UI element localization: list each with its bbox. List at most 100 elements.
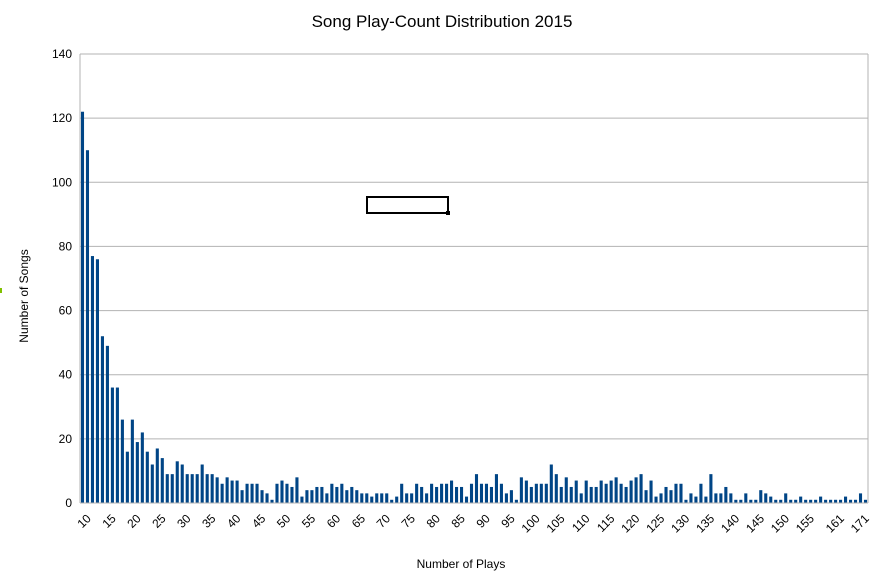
bar-157 (814, 499, 818, 503)
bar-124 (649, 480, 653, 503)
bar-14 (100, 336, 104, 503)
y-axis-label: Number of Songs (17, 249, 31, 342)
bar-97 (514, 499, 518, 503)
bar-38 (220, 483, 224, 503)
x-tick-label: 20 (124, 511, 144, 531)
bar-147 (764, 493, 768, 503)
bar-68 (370, 496, 374, 503)
bar-17 (115, 387, 119, 503)
bar-84 (450, 480, 454, 503)
bar-128 (669, 490, 673, 503)
bar-144 (749, 499, 753, 503)
bar-111 (584, 480, 588, 503)
x-tick-label: 130 (668, 511, 692, 535)
bar-20 (130, 419, 134, 503)
bar-33 (195, 474, 199, 503)
y-tick-label: 0 (65, 496, 72, 510)
bar-62 (340, 483, 344, 503)
bar-101 (534, 483, 538, 503)
bar-15 (105, 345, 109, 503)
x-tick-label: 85 (449, 511, 469, 531)
grid-lines (80, 53, 868, 504)
x-tick-label: 150 (768, 511, 792, 535)
bar-28 (170, 474, 174, 503)
bar-91 (484, 483, 489, 503)
bar-115 (604, 483, 608, 503)
bar-119 (624, 486, 628, 503)
bar-140 (729, 493, 733, 503)
y-tick-label: 20 (59, 432, 73, 446)
bar-78 (420, 486, 424, 503)
x-tick-label: 15 (99, 511, 119, 531)
bar-138 (719, 493, 723, 503)
bar-90 (479, 483, 484, 503)
bar-106 (559, 486, 563, 503)
bar-45 (255, 483, 259, 503)
bar-34 (200, 464, 204, 503)
empty-annotation-box[interactable] (366, 196, 449, 214)
bar-26 (160, 458, 164, 503)
y-tick-label: 100 (52, 175, 72, 189)
x-tick-label: 115 (594, 511, 618, 535)
bar-132 (689, 493, 693, 503)
bar-47 (265, 493, 269, 503)
bar-30 (180, 464, 184, 503)
x-tick-label: 155 (793, 511, 817, 535)
bar-60 (330, 483, 334, 503)
bar-163 (839, 499, 843, 503)
bar-16 (110, 387, 114, 503)
bar-51 (285, 483, 289, 503)
bar-94 (499, 483, 503, 503)
bar-series (80, 111, 868, 503)
bar-89 (474, 474, 479, 503)
bar-88 (469, 483, 474, 503)
bar-130 (679, 483, 683, 503)
bar-173 (863, 499, 868, 503)
y-tick-label: 120 (52, 111, 72, 125)
bar-167 (849, 499, 853, 503)
bar-103 (544, 483, 548, 503)
bar-117 (614, 477, 618, 503)
x-tick-label: 80 (424, 511, 444, 531)
bar-59 (325, 493, 329, 503)
bar-120 (629, 480, 633, 503)
bar-126 (659, 493, 663, 503)
bar-77 (415, 483, 419, 503)
bar-56 (310, 490, 314, 503)
bar-61 (335, 486, 339, 503)
bar-114 (599, 480, 603, 503)
bar-131 (684, 499, 688, 503)
bar-150 (779, 499, 783, 503)
y-tick-label: 60 (59, 304, 73, 318)
bar-58 (320, 486, 324, 503)
bar-151 (784, 493, 788, 503)
bar-79 (425, 493, 429, 503)
bar-99 (524, 480, 528, 503)
bar-160 (829, 499, 833, 503)
bar-141 (734, 499, 738, 503)
bar-39 (225, 477, 229, 503)
x-tick-label: 25 (149, 511, 169, 531)
bar-107 (564, 477, 568, 503)
bar-146 (759, 490, 763, 503)
y-tick-label: 40 (59, 368, 73, 382)
bar-134 (699, 483, 703, 503)
bar-12 (90, 256, 95, 503)
chart-title: Song Play-Count Distribution 2015 (312, 12, 573, 31)
bar-92 (489, 486, 493, 503)
bar-41 (235, 480, 239, 503)
left-edge-marker (0, 288, 2, 293)
bar-80 (430, 483, 434, 503)
bar-64 (350, 486, 354, 503)
annotation-box-handle[interactable] (446, 211, 450, 215)
bar-161 (834, 499, 838, 503)
x-tick-label: 70 (374, 511, 394, 531)
bar-85 (455, 486, 459, 503)
bar-125 (654, 496, 658, 503)
x-tick-label: 100 (519, 511, 543, 535)
bar-76 (410, 493, 414, 503)
bar-129 (674, 483, 678, 503)
bar-74 (400, 483, 404, 503)
x-tick-label: 120 (618, 511, 642, 535)
